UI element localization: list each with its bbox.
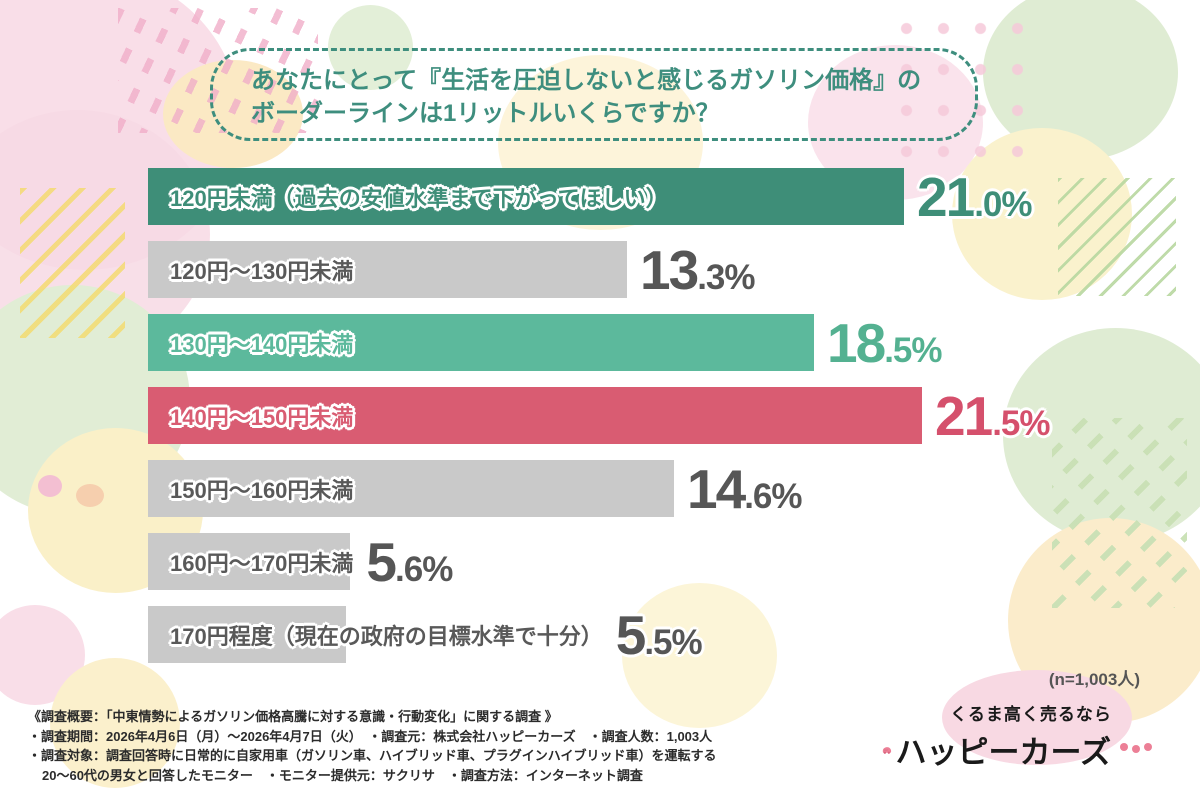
survey-outline-line2: ・調査期間：2026年4月6日（月）～2026年4月7日（火） ・調査元：株式会… — [28, 728, 713, 744]
survey-outline-line1: 《調査概要：「中東情勢によるガソリン価格高騰に対する意識・行動変化」に関する調査… — [28, 709, 558, 724]
logo-tagline: くるま高く売るなら — [950, 705, 1112, 724]
bar-chart: 120円未満（過去の安値水準まで下がってほしい） 21.0% 120円～130円… — [148, 166, 1148, 679]
bar-value-label: 13.3% — [640, 238, 756, 301]
bar-value-label: 21.0% — [917, 165, 1033, 228]
bar-row: 130円～140円未満 18.5% — [148, 312, 1148, 374]
bar-value-label: 14.6% — [687, 457, 803, 520]
bar-category-label: 170円程度（現在の政府の目標水準で十分） — [170, 623, 603, 649]
bar-category-label: 120円～130円未満 — [170, 258, 354, 284]
bar-value-label: 5.5% — [615, 603, 703, 666]
bar-category-label: 120円未満（過去の安値水準まで下がってほしい） — [170, 185, 668, 211]
question-title-box: あなたにとって『生活を圧迫しないと感じるガソリン価格』の ボーダーラインは1リッ… — [210, 48, 978, 141]
bar-fill — [148, 606, 346, 663]
survey-outline: 《調査概要：「中東情勢によるガソリン価格高騰に対する意識・行動変化」に関する調査… — [28, 707, 868, 785]
bar-row: 140円～150円未満 21.5% — [148, 385, 1148, 447]
decor-pink-blob-bottom-left — [0, 605, 85, 705]
decor-pink-dot-left — [38, 475, 62, 497]
decor-yellow-stripes-left — [20, 188, 125, 338]
survey-outline-line4: 20～60代の男女と回答したモニター ・モニター提供元：サクリサ ・調査方法：イ… — [42, 767, 643, 783]
bar-category-label: 150円～160円未満 — [170, 477, 354, 503]
bar-row: 170円程度（現在の政府の目標水準で十分） 5.5% — [148, 604, 1148, 666]
decor-green-circle-top-right — [983, 0, 1178, 160]
bar-category-label: 130円～140円未満 — [170, 331, 354, 357]
logo-trailing-dots — [1116, 742, 1152, 757]
bar-fill — [148, 460, 674, 517]
bar-row: 120円～130円未満 13.3% — [148, 239, 1148, 301]
bar-row: 160円～170円未満 5.6% — [148, 531, 1148, 593]
bar-fill — [148, 387, 922, 444]
bar-category-label: 160円～170円未満 — [170, 550, 354, 576]
sample-size-label: (n=1,003人) — [1048, 670, 1140, 689]
question-title-line2: ボーダーラインは1リットルいくらですか？ — [251, 100, 720, 127]
car-mascot-icon — [882, 746, 892, 754]
happycars-logo: くるま高く売るなら ハッピーカーズ — [882, 700, 1152, 772]
bar-fill — [148, 314, 814, 371]
question-title-line1: あなたにとって『生活を圧迫しないと感じるガソリン価格』の — [251, 67, 922, 94]
bar-value-label: 5.6% — [366, 530, 453, 593]
logo-brand-text: ハッピーカーズ — [895, 735, 1111, 770]
survey-outline-line3: ・調査対象：調査回答時に日常的に自家用車（ガソリン車、ハイブリッド車、プラグイン… — [28, 748, 717, 763]
bar-category-label: 140円～150円未満 — [170, 404, 354, 430]
bar-row: 150円～160円未満 14.6% — [148, 458, 1148, 520]
bar-value-label: 21.5% — [935, 384, 1051, 447]
decor-peach-dot-left — [76, 484, 104, 507]
bar-value-label: 18.5% — [827, 311, 943, 374]
bar-row: 120円未満（過去の安値水準まで下がってほしい） 21.0% — [148, 166, 1148, 228]
